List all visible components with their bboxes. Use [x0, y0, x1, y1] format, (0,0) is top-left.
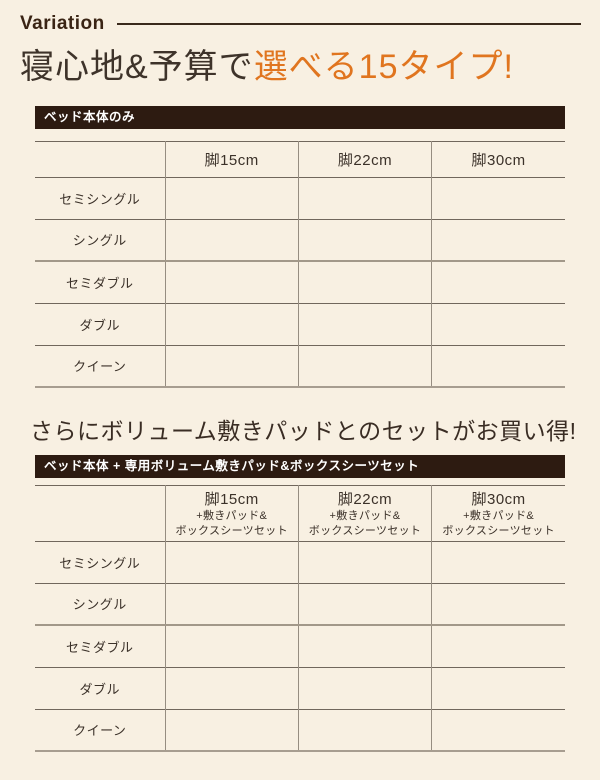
price-cell: [164, 219, 299, 261]
price-cell: [164, 345, 299, 387]
table-row-semi-double: セミダブル: [35, 261, 565, 303]
table-row-double: ダブル: [35, 667, 565, 710]
row-label: シングル: [72, 233, 127, 249]
page-title: 寝心地&予算で選べる15タイプ!: [20, 46, 600, 89]
column-header-leg15: 脚15cm: [164, 141, 299, 177]
page-title-highlight: 選べる15タイプ!: [253, 48, 514, 86]
price-cell: [297, 709, 432, 752]
price-cell: [164, 667, 299, 710]
header-rule: [116, 23, 581, 25]
header-row: 脚15cm +敷きパッド& ボックスシーツセット 脚22cm +敷きパッド& ボ…: [35, 485, 565, 542]
bed-only-table: 脚15cm 脚22cm 脚30cm セミシングル シングル セミダブル: [35, 140, 565, 388]
price-cell: [431, 261, 565, 303]
bed-set-table: 脚15cm +敷きパッド& ボックスシーツセット 脚22cm +敷きパッド& ボ…: [35, 484, 565, 753]
price-cell: [431, 345, 565, 387]
price-cell: [164, 583, 299, 626]
banner-bed-only: ベッド本体のみ: [35, 105, 565, 129]
price-cell: [297, 583, 432, 626]
corner-cell: [35, 141, 165, 177]
price-cell: [431, 709, 565, 752]
column-header-leg30-set: 脚30cm +敷きパッド& ボックスシーツセット: [431, 485, 565, 542]
price-cell: [431, 541, 565, 584]
price-cell: [297, 345, 432, 387]
set-subtitle: さらにボリューム敷きパッドとのセットがお買い得!: [30, 418, 577, 444]
table-row-queen: クイーン: [35, 709, 565, 752]
table-row-single: シングル: [35, 583, 565, 626]
table-row-semi-double: セミダブル: [35, 625, 565, 668]
column-header-leg22-set: 脚22cm +敷きパッド& ボックスシーツセット: [297, 485, 432, 542]
bed-only-section: ベッド本体のみ 脚15cm 脚22cm 脚30cm セミシングル シングル: [0, 105, 600, 388]
table-row-semi-single: セミシングル: [35, 177, 565, 219]
banner-bed-set: ベッド本体 + 専用ボリューム敷きパッド&ボックスシーツセット: [35, 454, 565, 478]
price-cell: [164, 709, 299, 752]
header-row: 脚15cm 脚22cm 脚30cm: [35, 141, 565, 177]
price-cell: [297, 177, 432, 219]
column-header-leg30: 脚30cm: [431, 141, 565, 177]
page-title-prefix: 寝心地&予算で: [20, 48, 254, 86]
row-label: セミダブル: [65, 275, 134, 291]
row-label: シングル: [72, 597, 127, 613]
table-row-semi-single: セミシングル: [35, 541, 565, 584]
table-row-single: シングル: [35, 219, 565, 261]
price-cell: [297, 303, 432, 345]
price-cell: [431, 667, 565, 710]
table-row-double: ダブル: [35, 303, 565, 345]
price-cell: [164, 177, 299, 219]
corner-cell: [35, 485, 165, 541]
price-cell: [297, 219, 432, 261]
row-label: セミシングル: [59, 191, 141, 207]
row-label: クイーン: [73, 723, 127, 739]
price-cell: [164, 625, 299, 668]
price-cell: [297, 625, 432, 668]
price-cell: [164, 303, 299, 345]
row-label: ダブル: [79, 681, 120, 697]
price-cell: [297, 541, 432, 584]
table-row-queen: クイーン: [35, 345, 565, 387]
section-header: Variation: [20, 12, 581, 36]
price-cell: [431, 583, 565, 626]
price-cell: [431, 177, 565, 219]
price-cell: [164, 261, 299, 303]
set-section: ベッド本体 + 専用ボリューム敷きパッド&ボックスシーツセット 脚15cm +敷…: [0, 454, 600, 753]
row-label: ダブル: [79, 317, 120, 333]
price-cell: [431, 625, 565, 668]
price-cell: [431, 219, 565, 261]
row-label: セミシングル: [59, 555, 141, 571]
column-header-leg15-set: 脚15cm +敷きパッド& ボックスシーツセット: [164, 485, 299, 542]
price-cell: [431, 303, 565, 345]
section-label-variation: Variation: [20, 13, 105, 34]
row-label: クイーン: [73, 359, 127, 375]
row-label: セミダブル: [65, 639, 134, 655]
price-cell: [164, 541, 299, 584]
price-cell: [297, 667, 432, 710]
price-cell: [297, 261, 432, 303]
column-header-leg22: 脚22cm: [297, 141, 432, 177]
